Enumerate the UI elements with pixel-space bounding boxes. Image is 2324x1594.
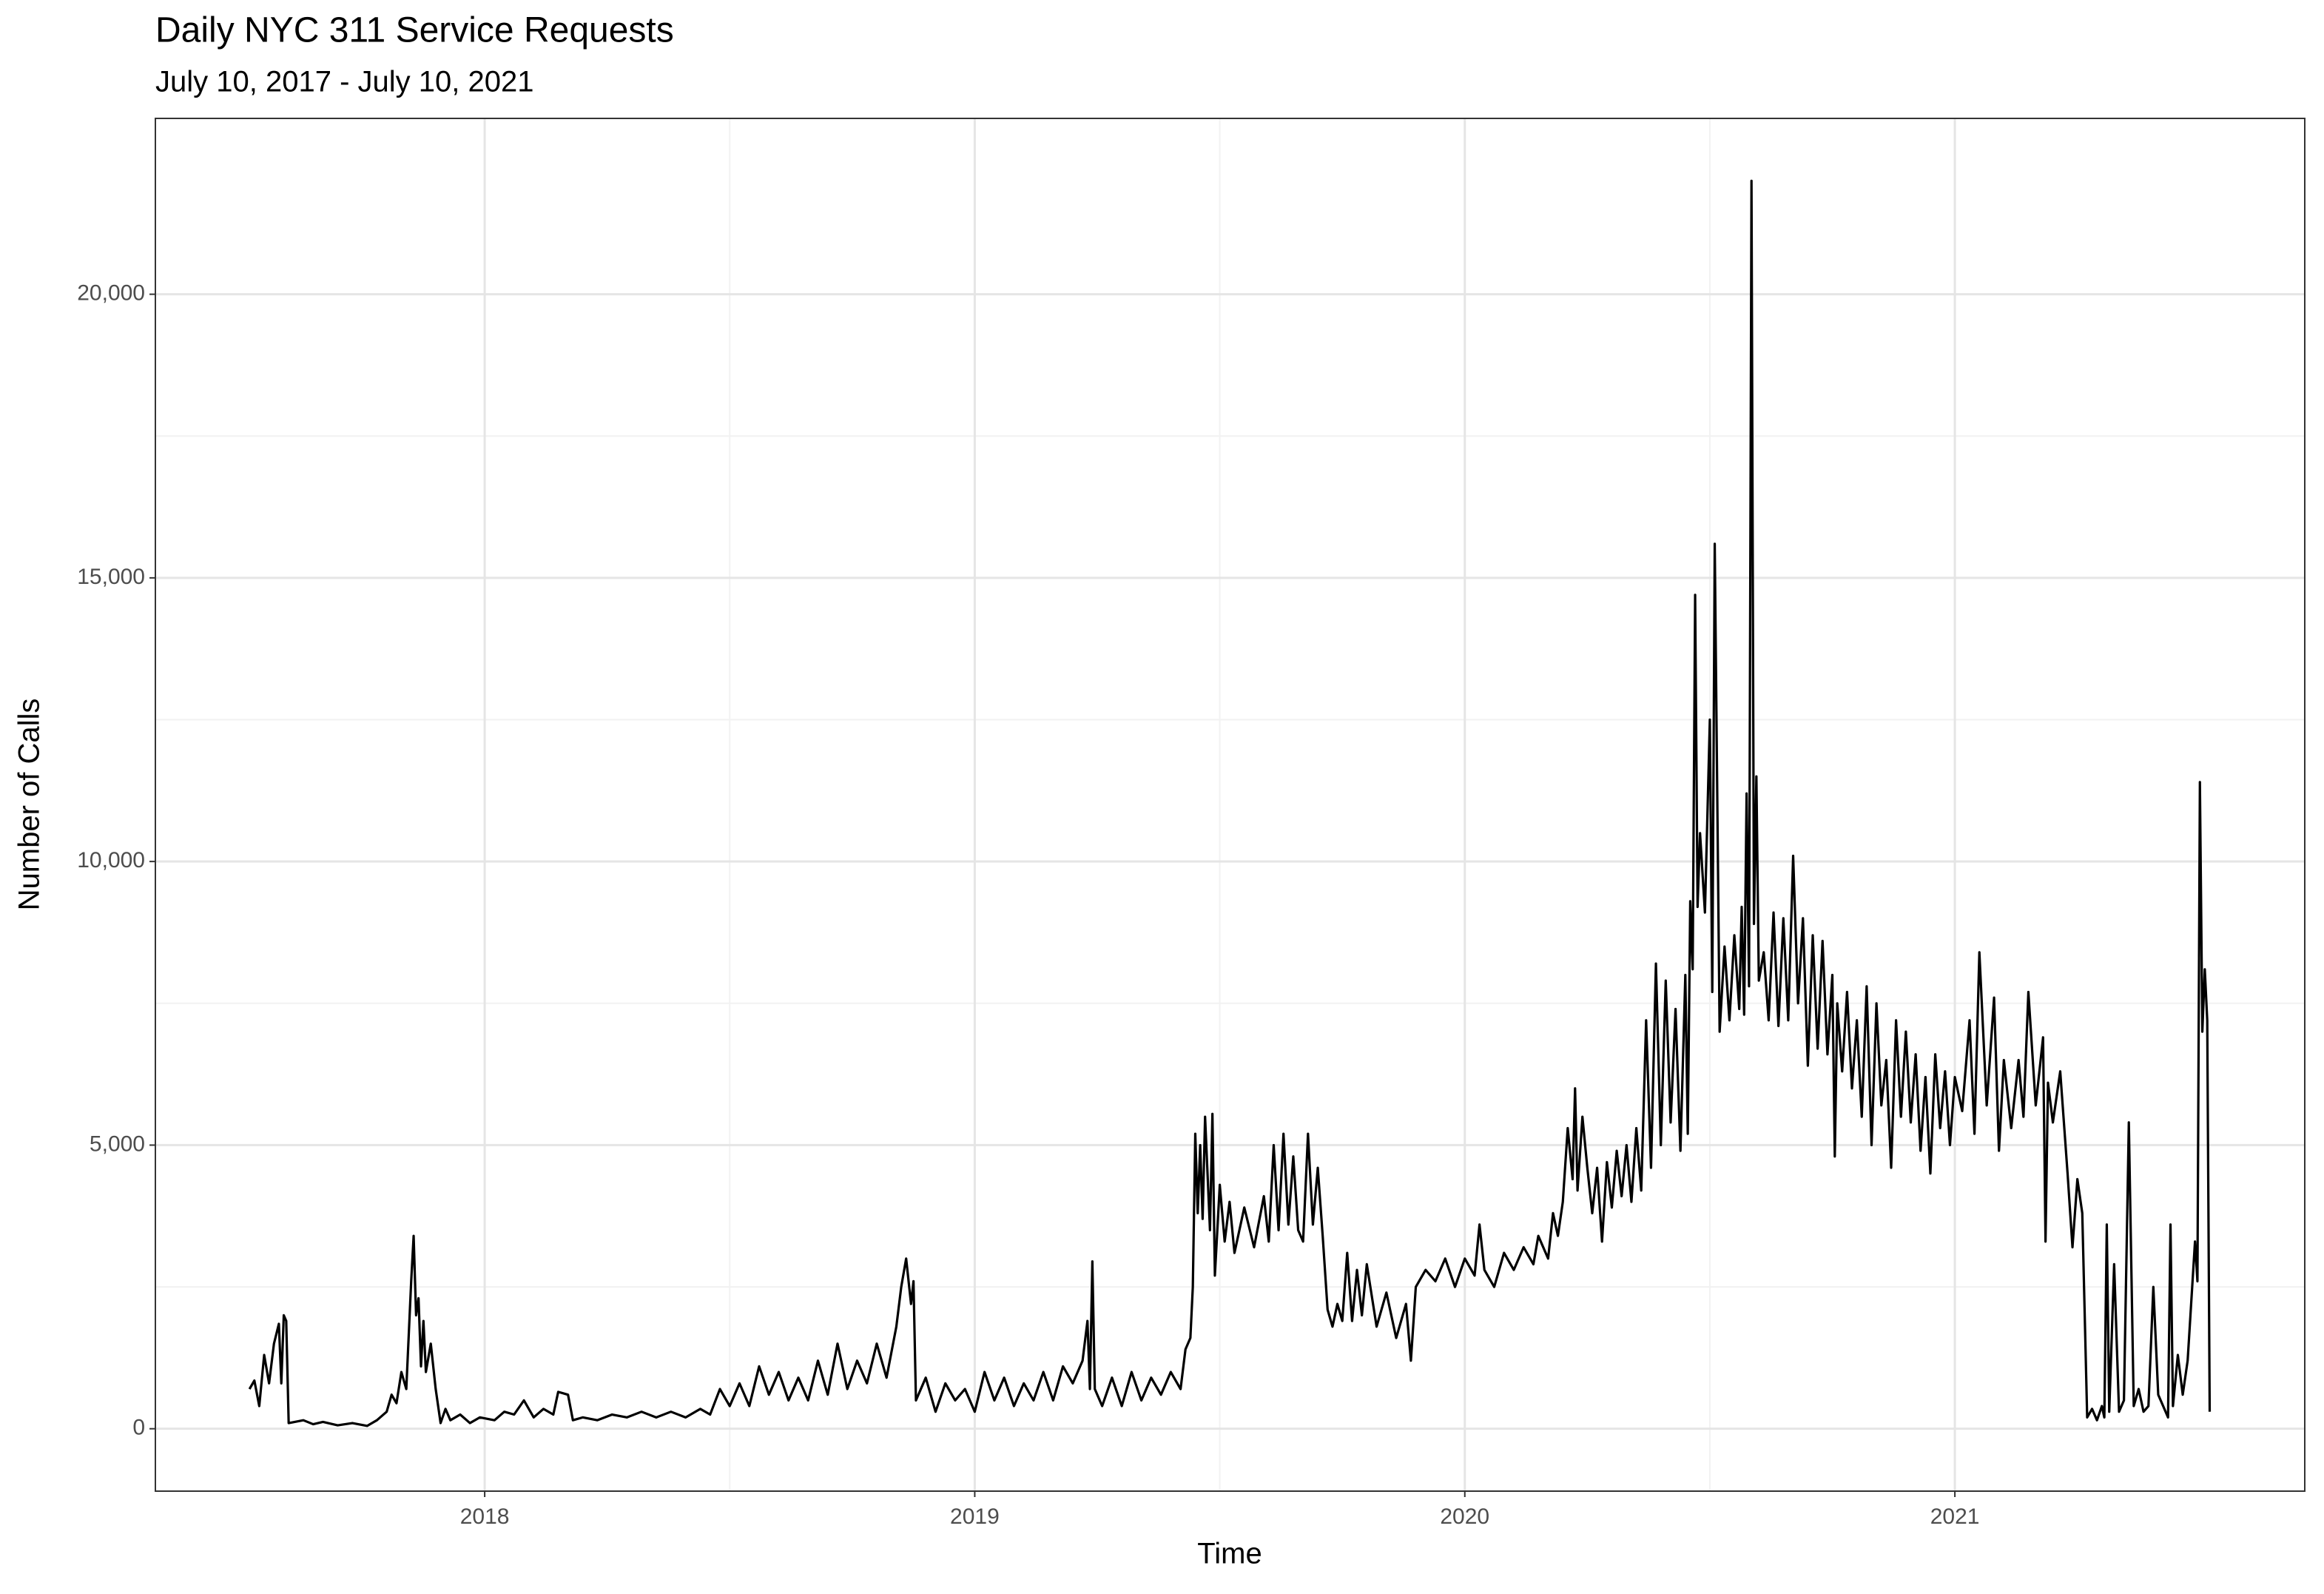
chart-subtitle: July 10, 2017 - July 10, 2021 — [155, 66, 533, 98]
plot-area — [248, 179, 2212, 1427]
x-tick-label: 2018 — [460, 1504, 510, 1529]
x-axis-label: Time — [1197, 1538, 1262, 1570]
y-tick-label: 0 — [132, 1416, 145, 1440]
chart-title: Daily NYC 311 Service Requests — [155, 11, 674, 50]
y-axis-label: Number of Calls — [13, 699, 46, 911]
x-tick-label: 2021 — [1930, 1504, 1980, 1529]
y-tick-label: 10,000 — [77, 848, 145, 872]
y-tick-label: 15,000 — [77, 565, 145, 589]
x-tick-label: 2020 — [1440, 1504, 1489, 1529]
x-tick-label: 2019 — [950, 1504, 1000, 1529]
data-line — [248, 179, 2212, 1427]
grid — [155, 118, 2305, 1491]
y-tick-label: 20,000 — [77, 281, 145, 306]
y-tick-label: 5,000 — [90, 1131, 145, 1156]
panel-border — [155, 118, 2306, 1492]
